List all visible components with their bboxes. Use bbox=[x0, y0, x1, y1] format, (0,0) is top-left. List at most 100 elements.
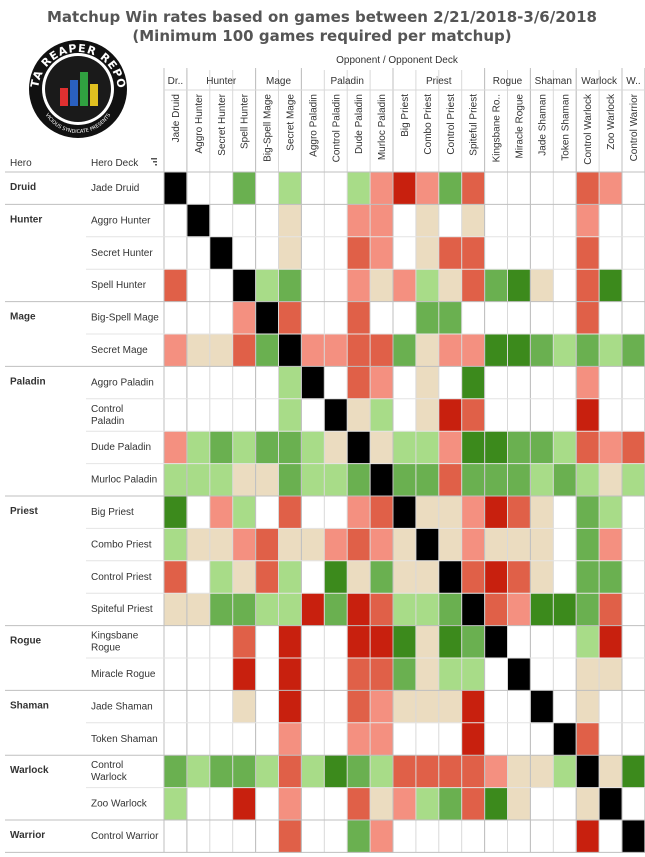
heatmap-cell bbox=[278, 334, 302, 367]
heatmap-cell bbox=[438, 755, 462, 788]
heatmap-cell bbox=[507, 787, 531, 821]
heatmap-cell bbox=[164, 496, 188, 529]
heatmap-cell bbox=[278, 787, 302, 821]
heatmap-cell bbox=[576, 593, 600, 626]
heatmap-cell bbox=[186, 755, 211, 788]
heatmap-cell bbox=[232, 755, 256, 788]
heatmap-cell bbox=[438, 236, 462, 270]
heatmap-cell bbox=[576, 658, 600, 691]
heatmap-cell bbox=[278, 269, 302, 302]
heatmap-cell bbox=[507, 431, 531, 464]
heatmap-cell bbox=[461, 431, 485, 464]
hero-deck-label: Control Paladin bbox=[91, 404, 124, 427]
heatmap-cell bbox=[415, 204, 440, 238]
hero-deck-label: Control Warlock bbox=[91, 760, 128, 783]
heatmap-cell bbox=[232, 528, 256, 562]
heatmap-cell bbox=[622, 755, 645, 788]
heatmap-cell bbox=[324, 755, 348, 788]
heatmap-cell bbox=[301, 593, 325, 626]
heatmap-cell bbox=[278, 722, 302, 756]
heatmap-cell bbox=[484, 334, 508, 367]
heatmap-cell bbox=[507, 334, 531, 367]
column-label: Control Warlock bbox=[583, 93, 594, 165]
heatmap-cell bbox=[393, 528, 417, 562]
heatmap-cell bbox=[255, 463, 279, 497]
heatmap-cell bbox=[393, 658, 417, 691]
hero-label: Paladin bbox=[10, 376, 46, 387]
heatmap-cell bbox=[576, 398, 600, 432]
hero-column-header: Hero bbox=[10, 158, 32, 169]
heatmap-cell bbox=[324, 431, 348, 464]
opponent-group-label: Rogue bbox=[493, 76, 523, 87]
heatmap-cell bbox=[415, 593, 440, 626]
heatmap-cell bbox=[209, 431, 233, 464]
heatmap-cell bbox=[370, 593, 394, 626]
hero-deck-label: Zoo Warlock bbox=[91, 799, 148, 810]
heatmap-cell bbox=[530, 755, 554, 788]
heatmap-cell bbox=[576, 366, 600, 400]
heatmap-cell bbox=[438, 593, 462, 626]
heatmap-cell bbox=[530, 560, 554, 594]
column-label: Jade Shaman bbox=[537, 94, 548, 156]
heatmap-cell bbox=[484, 496, 508, 529]
column-label: Murloc Paladin bbox=[377, 94, 388, 160]
heatmap-cell bbox=[507, 269, 531, 302]
heatmap-cell bbox=[301, 366, 325, 400]
heatmap-cell bbox=[507, 755, 531, 788]
heatmap-cell bbox=[164, 593, 188, 626]
heatmap-cell bbox=[438, 398, 462, 432]
heatmap-cell bbox=[278, 204, 302, 238]
heatmap-cell bbox=[255, 269, 279, 302]
heatmap-cell bbox=[164, 560, 188, 594]
heatmap-cell bbox=[553, 722, 577, 756]
heatmap-cell bbox=[232, 269, 256, 302]
heatmap-cell bbox=[255, 431, 279, 464]
heatmap-cell bbox=[209, 528, 233, 562]
heatmap-cell bbox=[347, 431, 371, 464]
heatmap-cell bbox=[347, 755, 371, 788]
heatmap-cell bbox=[232, 787, 256, 821]
heatmap-cell bbox=[576, 820, 600, 853]
heatmap-cell bbox=[347, 172, 371, 205]
heatmap-cell bbox=[438, 431, 462, 464]
heatmap-cell bbox=[461, 204, 485, 238]
heatmap-cell bbox=[278, 560, 302, 594]
heatmap-cell bbox=[278, 755, 302, 788]
heatmap-cell bbox=[370, 496, 394, 529]
heatmap-cell bbox=[186, 528, 211, 562]
heatmap-cell bbox=[278, 593, 302, 626]
heatmap-cell bbox=[576, 301, 600, 335]
heatmap-cell bbox=[484, 463, 508, 497]
heatmap-cell bbox=[576, 625, 600, 659]
heatmap-cell bbox=[370, 334, 394, 367]
heatmap-cell bbox=[484, 528, 508, 562]
heatmap-cell bbox=[622, 820, 645, 853]
heatmap-cell bbox=[278, 658, 302, 691]
heatmap-cell bbox=[415, 236, 440, 270]
heatmap-cell bbox=[393, 496, 417, 529]
heatmap-cell bbox=[461, 755, 485, 788]
heatmap-cell bbox=[301, 334, 325, 367]
heatmap-cell bbox=[393, 593, 417, 626]
heatmap-cell bbox=[393, 431, 417, 464]
hero-deck-column-header: Hero Deck bbox=[91, 158, 139, 169]
opponent-group-label: Shaman bbox=[535, 76, 572, 87]
heatmap-cell bbox=[209, 463, 233, 497]
hero-deck-label: Murloc Paladin bbox=[91, 475, 157, 486]
heatmap-cell bbox=[415, 755, 440, 788]
heatmap-cell bbox=[576, 269, 600, 302]
heatmap-cell bbox=[209, 560, 233, 594]
heatmap-cell bbox=[530, 334, 554, 367]
heatmap-cell bbox=[164, 334, 188, 367]
heatmap-cell bbox=[415, 398, 440, 432]
heatmap-cell bbox=[301, 463, 325, 497]
heatmap-cell bbox=[415, 496, 440, 529]
heatmap-cell bbox=[278, 690, 302, 724]
sort-icon[interactable] bbox=[151, 158, 157, 166]
column-label: Kingsbane Ro.. bbox=[492, 94, 503, 162]
heatmap-cell bbox=[232, 593, 256, 626]
heatmap-cell bbox=[438, 463, 462, 497]
column-label: Secret Hunter bbox=[217, 93, 228, 155]
heatmap-cell bbox=[415, 658, 440, 691]
